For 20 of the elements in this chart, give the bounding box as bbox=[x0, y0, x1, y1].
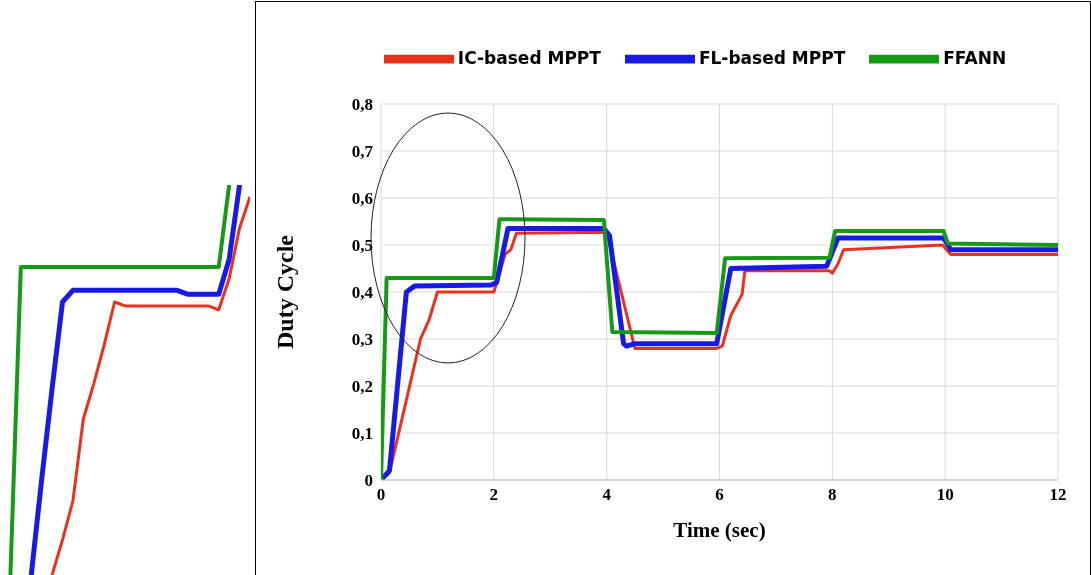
x-tick-label: 4 bbox=[602, 485, 612, 505]
x-axis-title: Time (sec) bbox=[673, 518, 766, 542]
y-tick-label: 0,1 bbox=[351, 424, 373, 444]
x-tick-label: 6 bbox=[715, 485, 724, 505]
y-tick-label: 0,8 bbox=[351, 95, 373, 115]
legend-label: FFANN bbox=[943, 48, 1007, 68]
legend-label: IC-based MPPT bbox=[457, 48, 601, 68]
y-tick-label: 0,7 bbox=[351, 142, 374, 162]
y-tick-label: 0,5 bbox=[351, 236, 373, 256]
x-tick-label: 2 bbox=[489, 485, 499, 505]
y-tick-label: 0,6 bbox=[351, 189, 373, 209]
legend-label: FL-based MPPT bbox=[698, 48, 846, 68]
y-tick-label: 0 bbox=[364, 471, 373, 491]
y-axis-title: Duty Cycle bbox=[271, 234, 298, 349]
y-tick-label: 0,3 bbox=[351, 330, 373, 350]
x-tick-label: 10 bbox=[936, 485, 954, 505]
x-tick-label: 8 bbox=[828, 485, 837, 505]
y-tick-label: 0,2 bbox=[351, 377, 373, 397]
x-tick-label: 12 bbox=[1049, 485, 1067, 505]
y-tick-label: 0,4 bbox=[351, 283, 374, 303]
